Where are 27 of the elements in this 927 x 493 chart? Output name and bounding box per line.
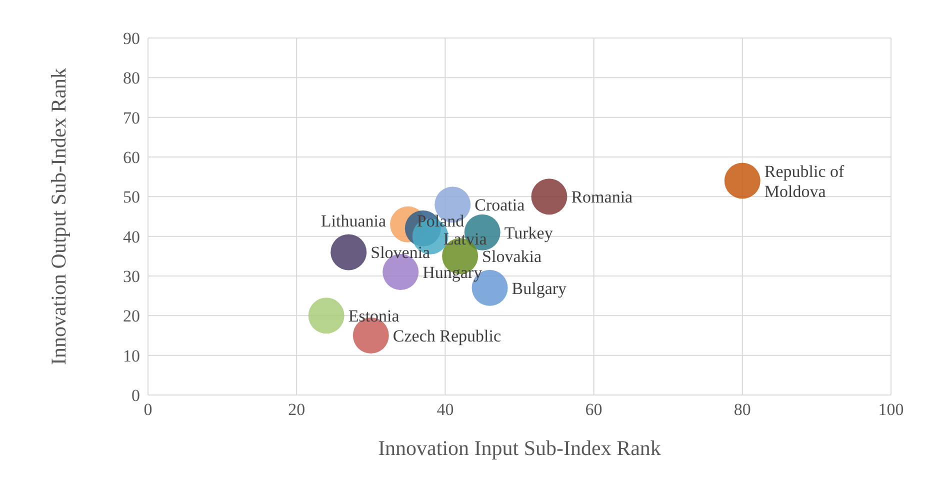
y-axis-title: Innovation Output Sub-Index Rank — [46, 68, 70, 365]
x-tick-label: 40 — [436, 400, 454, 420]
series-label: Slovakia — [482, 247, 542, 266]
y-tick-label: 60 — [123, 148, 140, 168]
x-tick-label: 100 — [878, 400, 904, 420]
y-tick-label: 90 — [123, 29, 140, 48]
y-tick-label: 0 — [132, 386, 140, 406]
series-label: Romania — [571, 188, 634, 207]
series-label: Lithuania — [320, 211, 386, 230]
y-tick-label: 80 — [123, 68, 140, 88]
y-tick-label: 70 — [123, 108, 140, 128]
x-tick-label: 0 — [144, 400, 152, 420]
x-tick-label: 80 — [734, 400, 751, 420]
series-label: Estonia — [348, 306, 400, 326]
series-label: Turkey — [504, 223, 554, 242]
series-label: Czech Republic — [392, 326, 502, 346]
y-tick-label: 50 — [123, 188, 140, 207]
y-tick-label: 10 — [123, 346, 140, 366]
x-tick-label: 60 — [585, 400, 602, 420]
y-tick-label: 30 — [123, 267, 140, 286]
x-axis-title: Innovation Input Sub-Index Rank — [378, 436, 662, 460]
x-tick-label: 20 — [288, 400, 306, 420]
y-tick-label: 20 — [123, 306, 140, 326]
y-tick-label: 40 — [123, 227, 140, 246]
series-label: Republic of Moldova — [764, 162, 845, 201]
series-label: Croatia — [474, 196, 526, 215]
series-label: Bulgary — [512, 278, 568, 298]
